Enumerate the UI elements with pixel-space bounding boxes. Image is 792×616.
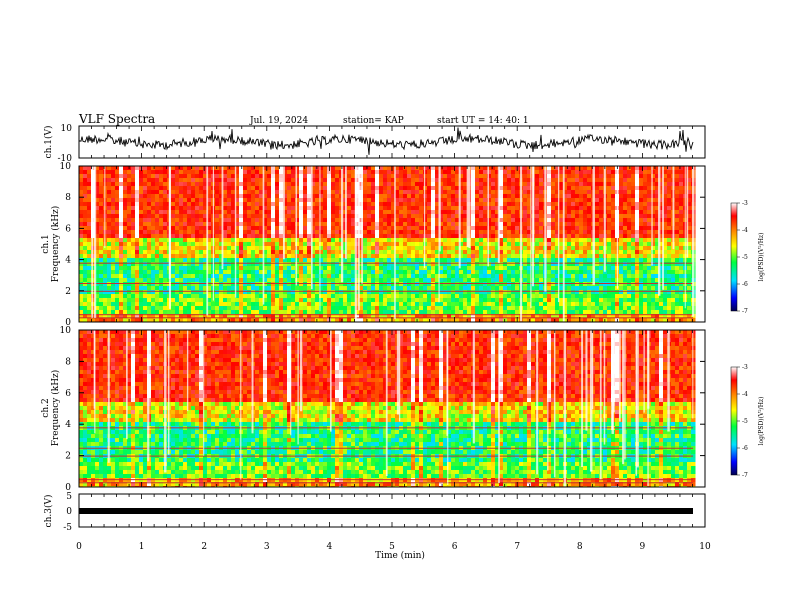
colorbar-tick-label: -7 [742, 472, 748, 479]
ch2-spectrogram-image [79, 330, 696, 491]
ytick-label: 4 [65, 256, 71, 266]
ytick-label: 4 [65, 420, 71, 430]
ytick-label: 2 [65, 452, 71, 462]
ch1-ytick-top: 10 [61, 124, 73, 134]
ch2-colorbar-ticks: -3 -4 -5 -6 -7 [737, 364, 748, 479]
ytick-label: 10 [60, 162, 72, 172]
ytick-label: 6 [65, 389, 71, 399]
xtick-label: 3 [264, 542, 270, 552]
xtick-label: 10 [699, 542, 711, 552]
ch2-colorbar-label: log(PSD)(V²/Hz) [758, 397, 765, 446]
ch1-spectrogram-ylabel-frequency: Frequency (kHz) [50, 206, 61, 283]
xtick-label: 6 [452, 542, 458, 552]
ch1-waveform-ylabel: ch.1(V) [43, 126, 54, 159]
colorbar-tick-label: -6 [742, 445, 748, 452]
xtick-label: 1 [139, 542, 145, 552]
date-label: Jul. 19, 2024 [249, 116, 308, 126]
start-time-label: start UT = 14: 40: 1 [437, 116, 529, 126]
ch1-colorbar-label: log(PSD)(V²/Hz) [758, 233, 765, 282]
ch1-colorbar-scale [731, 203, 737, 311]
x-axis-label: Time (min) [375, 550, 425, 561]
xtick-label: 7 [514, 542, 520, 552]
colorbar-tick-label: -5 [742, 418, 748, 425]
ch3-waveform-line [79, 508, 693, 514]
figure-title: VLF Spectra [78, 112, 155, 126]
ytick-label: 8 [65, 193, 71, 203]
ytick-label: 8 [65, 357, 71, 367]
ch2-colorbar: -3 -4 -5 -6 -7 log(PSD)(V²/Hz) [731, 364, 765, 479]
colorbar-tick-label: -4 [742, 391, 748, 398]
colorbar-tick-label: -3 [742, 200, 748, 207]
colorbar-tick-label: -7 [742, 308, 748, 315]
ch3-ytick-top: 5 [66, 492, 72, 502]
ytick-label: 6 [65, 224, 71, 234]
colorbar-tick-label: -6 [742, 281, 748, 288]
colorbar-tick-label: -3 [742, 364, 748, 371]
ch2-spectrogram-ylabel-frequency: Frequency (kHz) [50, 370, 61, 447]
ch1-waveform-panel: 10 -10 ch.1(V) [43, 124, 705, 164]
xtick-label: 9 [640, 542, 646, 552]
ch3-ytick-mid: 0 [66, 507, 72, 517]
ch2-colorbar-scale [731, 367, 737, 475]
xtick-label: 4 [327, 542, 333, 552]
ch1-colorbar-ticks: -3 -4 -5 -6 -7 [737, 200, 748, 315]
ch1-colorbar: -3 -4 -5 -6 -7 log(PSD)(V²/Hz) [731, 200, 765, 315]
colorbar-tick-label: -5 [742, 254, 748, 261]
colorbar-tick-label: -4 [742, 227, 748, 234]
xtick-label: 8 [577, 542, 583, 552]
xtick-label: 0 [76, 542, 82, 552]
ch1-waveform-line [79, 128, 693, 155]
station-label: station= KAP [343, 116, 404, 126]
ytick-label: 10 [60, 326, 72, 336]
ch3-ytick-bottom: -5 [63, 523, 72, 533]
ch1-spectrogram-image [79, 166, 696, 323]
ch3-waveform-ylabel: ch.3(V) [43, 495, 54, 528]
ch3-waveform-panel: 5 0 -5 ch.3(V) [43, 492, 705, 533]
xtick-label: 2 [201, 542, 207, 552]
ch1-spectrogram-ylabel-channel: ch.1 [41, 234, 51, 253]
ch2-spectrogram-ylabel-channel: ch.2 [41, 398, 51, 417]
ytick-label: 2 [65, 287, 71, 297]
